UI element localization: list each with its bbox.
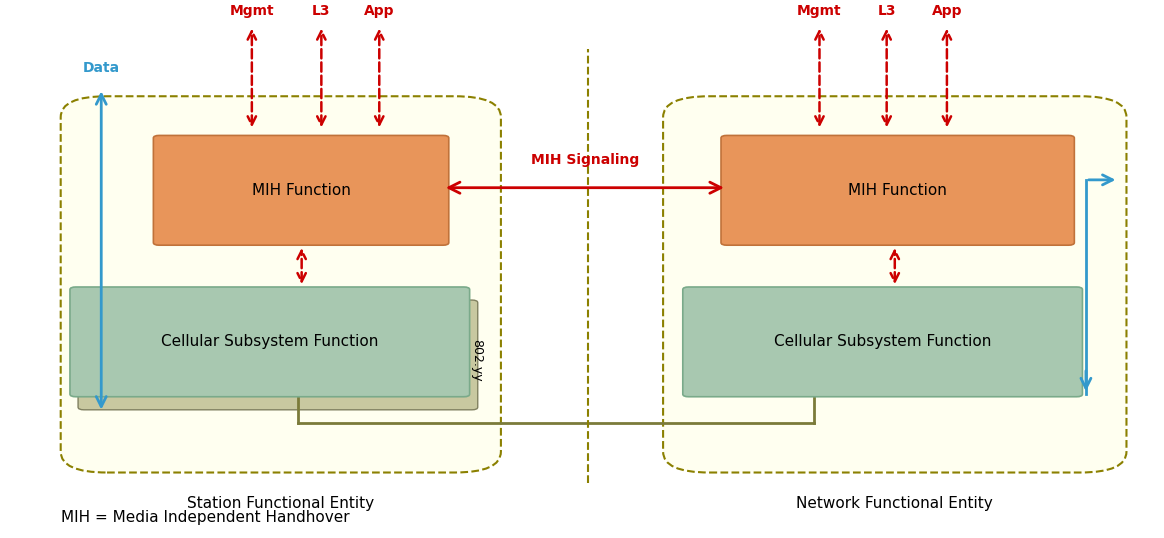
FancyBboxPatch shape (663, 96, 1127, 472)
FancyBboxPatch shape (70, 287, 469, 397)
FancyBboxPatch shape (78, 300, 477, 410)
FancyBboxPatch shape (154, 136, 449, 245)
Text: Cellular Subsystem Function: Cellular Subsystem Function (161, 334, 378, 349)
Text: MIH = Media Independent Handhover: MIH = Media Independent Handhover (61, 510, 349, 525)
FancyBboxPatch shape (61, 96, 501, 472)
Text: 802.yy: 802.yy (469, 339, 483, 381)
FancyBboxPatch shape (683, 287, 1083, 397)
Text: App: App (931, 4, 963, 18)
Text: Data: Data (83, 61, 120, 75)
Text: Mgmt: Mgmt (797, 4, 842, 18)
Text: L3: L3 (312, 4, 331, 18)
Text: Station Functional Entity: Station Functional Entity (187, 496, 375, 511)
Text: Network Functional Entity: Network Functional Entity (796, 496, 993, 511)
FancyBboxPatch shape (721, 136, 1074, 245)
Text: L3: L3 (878, 4, 896, 18)
Text: Cellular Subsystem Function: Cellular Subsystem Function (774, 334, 992, 349)
Text: App: App (364, 4, 395, 18)
Text: MIH Signaling: MIH Signaling (531, 153, 639, 167)
Text: MIH Function: MIH Function (251, 183, 350, 198)
Text: Mgmt: Mgmt (229, 4, 275, 18)
Text: MIH Function: MIH Function (849, 183, 947, 198)
